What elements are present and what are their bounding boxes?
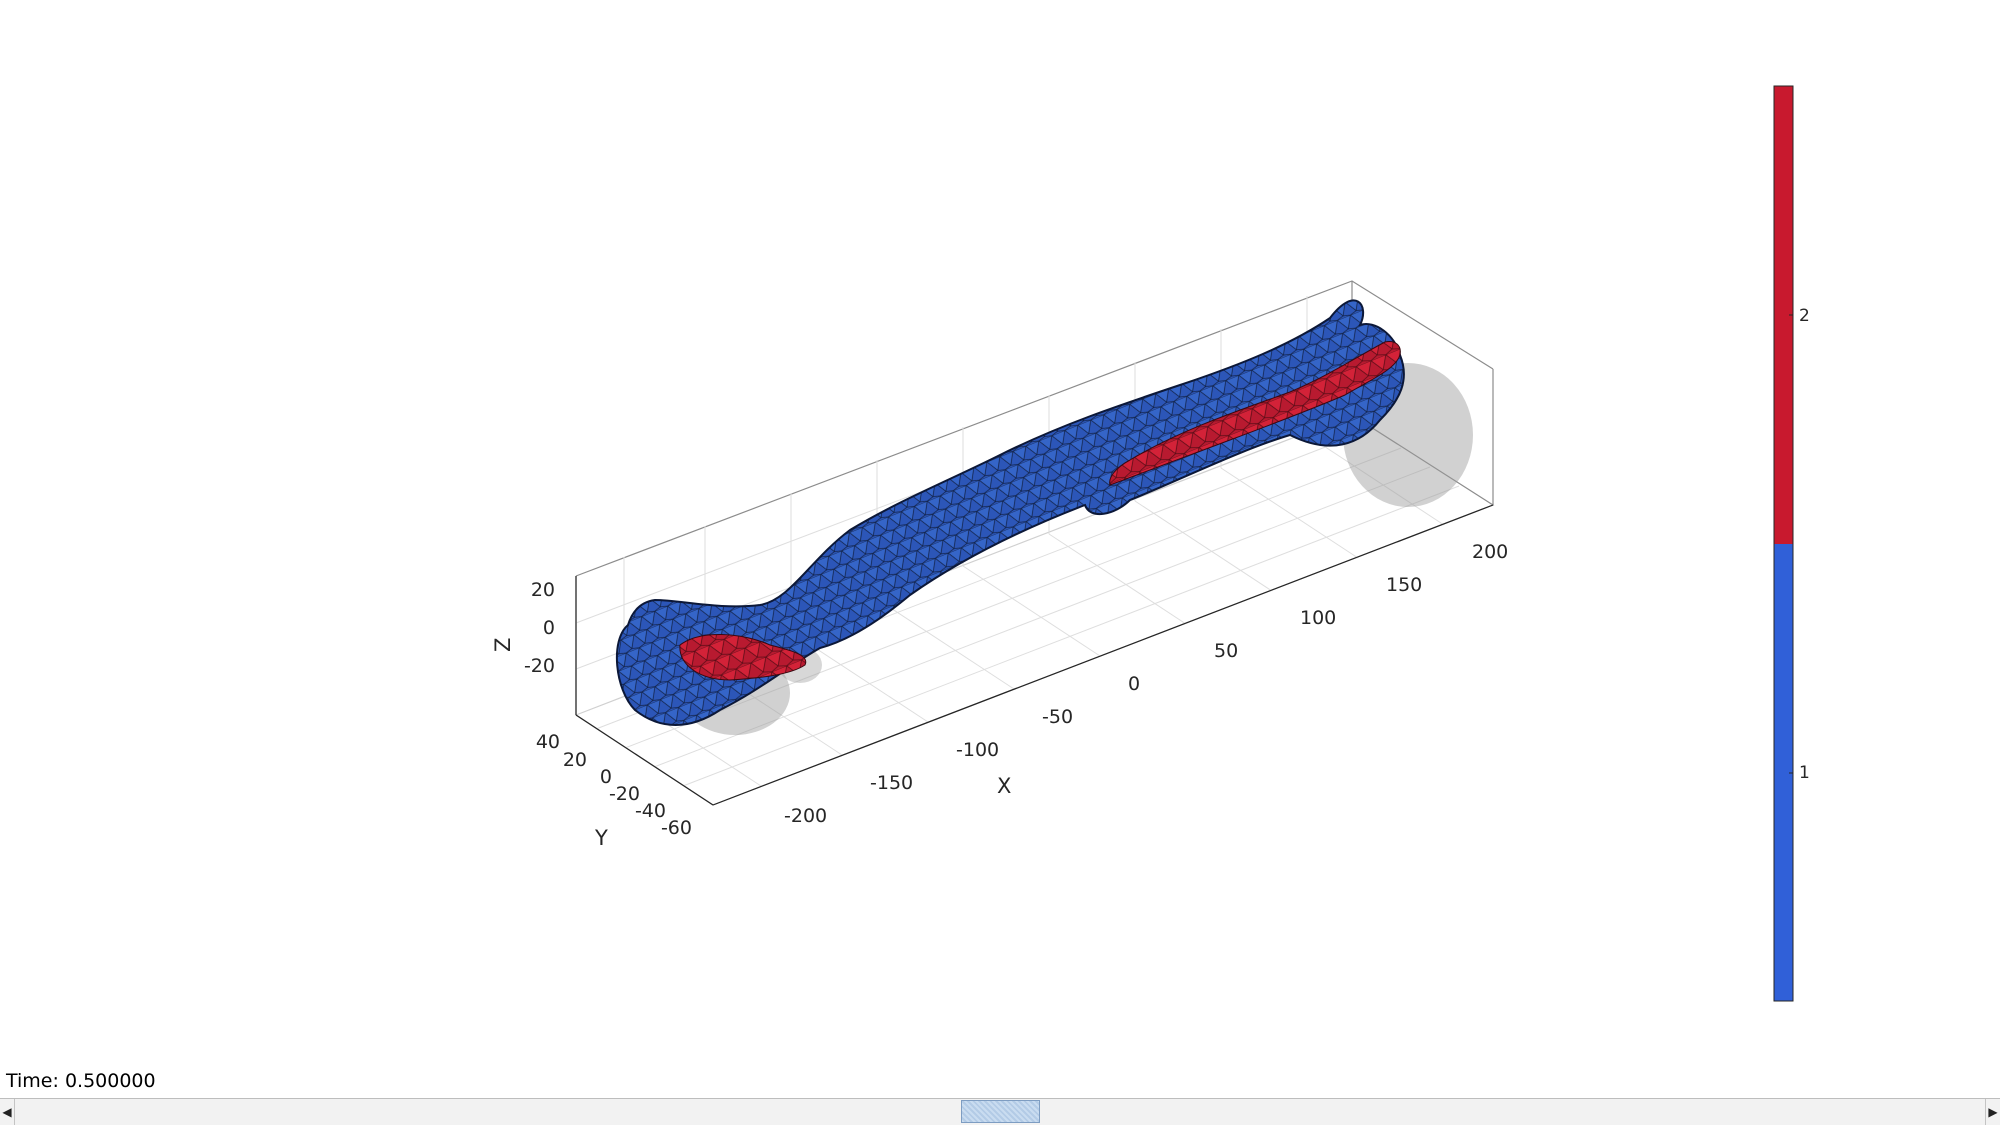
femur-red-region-right [1109, 341, 1401, 486]
colorbar-tick-label: 2 [1799, 306, 1810, 326]
y-tick-label: -20 [609, 783, 640, 805]
z-axis-label: Z [491, 638, 515, 652]
y-tick-label: 0 [600, 766, 612, 788]
x-ticks: -200 -150 -100 -50 0 50 100 150 200 [784, 541, 1508, 827]
colorbar-segment-2 [1774, 86, 1793, 544]
slider-thumb[interactable] [960, 1100, 1040, 1123]
z-tick-label: -20 [524, 655, 555, 677]
y-axis-line [575, 714, 714, 806]
colorbar-tick-label: 1 [1799, 763, 1810, 783]
y-tick-label: 40 [536, 731, 560, 753]
slider-left-arrow-icon[interactable]: ◀ [0, 1099, 15, 1125]
femur-mesh [615, 299, 1405, 726]
colorbar: 2 1 [1773, 85, 1810, 1002]
figure-canvas: -200 -150 -100 -50 0 50 100 150 200 40 2… [491, 85, 1810, 1002]
x-tick-label: -200 [784, 805, 827, 827]
y-ticks: 40 20 0 -20 -40 -60 [536, 731, 692, 839]
y-tick-label: -40 [635, 800, 666, 822]
femur-red-region-left [679, 634, 807, 681]
x-tick-label: 0 [1128, 673, 1140, 695]
x-tick-label: 200 [1472, 541, 1508, 563]
slider-right-arrow-icon[interactable]: ▶ [1985, 1099, 2000, 1125]
x-axis-line [712, 504, 1494, 806]
x-axis-label: X [997, 774, 1011, 798]
x-tick-label: -150 [870, 772, 913, 794]
x-tick-label: -100 [956, 739, 999, 761]
z-tick-label: 20 [531, 579, 555, 601]
z-tick-label: 0 [543, 617, 555, 639]
y-tick-label: 20 [563, 749, 587, 771]
axes-front [575, 504, 1494, 806]
x-tick-label: -50 [1042, 706, 1073, 728]
y-axis-label: Y [594, 826, 608, 850]
femur-body [615, 299, 1405, 726]
time-readout: Time: 0.500000 [6, 1070, 156, 1092]
x-tick-label: 50 [1214, 640, 1238, 662]
colorbar-segment-1 [1774, 544, 1793, 1001]
y-tick-label: -60 [661, 817, 692, 839]
time-slider[interactable]: ◀ ▶ [0, 1098, 2000, 1125]
z-ticks: 20 0 -20 [524, 579, 555, 677]
x-tick-label: 100 [1300, 607, 1336, 629]
x-tick-label: 150 [1386, 574, 1422, 596]
colorbar-frame [1773, 85, 1794, 1002]
